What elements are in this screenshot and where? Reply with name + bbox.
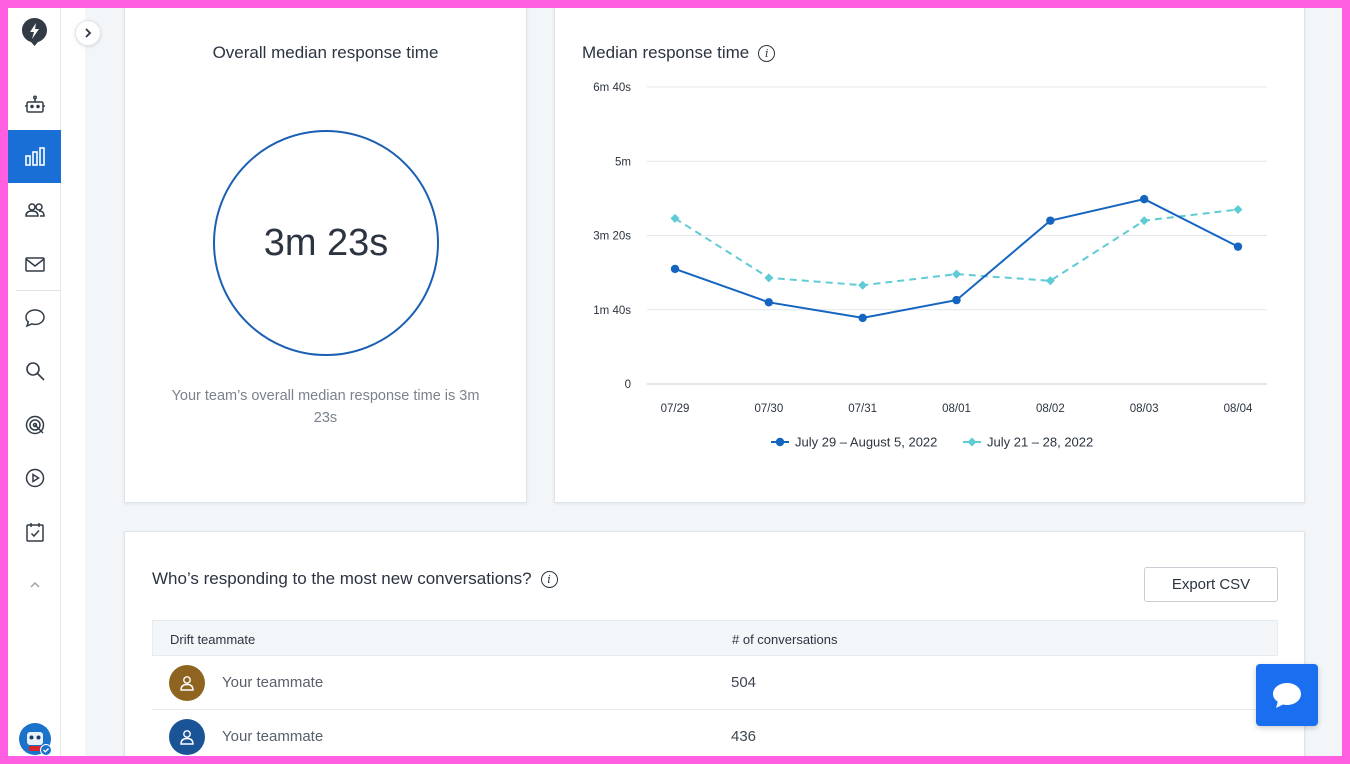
reports-icon xyxy=(24,146,45,166)
sidebar-divider xyxy=(16,290,61,291)
chat-icon xyxy=(24,308,45,327)
avatar xyxy=(169,665,205,701)
expand-sidebar-button[interactable] xyxy=(75,20,101,46)
chat-launcher-button[interactable] xyxy=(1256,664,1318,726)
data-point xyxy=(858,313,867,323)
table-row[interactable]: Your teammate 436 xyxy=(152,710,1278,756)
x-tick-label: 07/30 xyxy=(754,403,783,415)
contacts-icon xyxy=(24,202,45,217)
x-tick-label: 07/29 xyxy=(661,403,690,415)
data-point xyxy=(670,213,680,223)
legend-label: July 29 – August 5, 2022 xyxy=(795,435,937,450)
chevron-right-icon xyxy=(85,28,92,38)
person-icon xyxy=(180,676,194,691)
column-header-conversations[interactable]: # of conversations xyxy=(732,632,838,647)
sidebar-item-reports[interactable] xyxy=(8,130,61,183)
median-chart-card: Median response time i 6m 40s 5m 3m 20s 1m … xyxy=(554,8,1305,503)
responders-header: Who’s responding to the most new convers… xyxy=(152,569,558,589)
column-header-teammate[interactable]: Drift teammate xyxy=(170,632,256,647)
x-tick-label: 07/31 xyxy=(848,403,877,415)
y-tick-label: 3m 20s xyxy=(593,231,631,243)
sidebar-item-email[interactable] xyxy=(8,237,61,290)
median-ring: 3m 23s xyxy=(213,130,439,356)
legend-label: July 21 – 28, 2022 xyxy=(987,435,1093,450)
sidebar xyxy=(8,8,61,756)
x-tick-label: 08/03 xyxy=(1130,403,1159,415)
data-point xyxy=(670,264,680,274)
chevron-up-icon xyxy=(29,581,40,588)
sidebar-item-targeting[interactable] xyxy=(8,398,61,451)
video-icon xyxy=(25,468,44,487)
info-icon[interactable]: i xyxy=(758,44,776,62)
sidebar-gutter xyxy=(61,8,85,756)
sidebar-collapse-toggle[interactable] xyxy=(8,558,61,611)
responders-card: Who’s responding to the most new convers… xyxy=(124,531,1305,756)
conversation-count: 436 xyxy=(731,728,757,745)
drift-logo-icon[interactable] xyxy=(22,18,47,46)
conversation-count: 504 xyxy=(731,674,757,691)
x-tick-label: 08/01 xyxy=(942,403,971,415)
median-chart-header: Median response time i xyxy=(582,43,776,63)
data-point xyxy=(1233,242,1243,251)
bot-icon xyxy=(24,95,45,113)
target-icon xyxy=(25,415,44,434)
legend-marker xyxy=(775,437,785,447)
x-tick-label: 08/04 xyxy=(1224,403,1253,415)
data-point xyxy=(764,273,774,283)
overall-median-title: Overall median response time xyxy=(212,43,439,62)
data-point xyxy=(952,295,961,305)
data-point xyxy=(1139,216,1149,226)
data-point xyxy=(1045,276,1055,286)
median-line-chart: 6m 40s 5m 3m 20s 1m 40s 0 07/29 07/30 07/31 08/0… xyxy=(593,82,1267,450)
data-point xyxy=(858,280,868,290)
data-point xyxy=(1233,205,1243,215)
info-icon[interactable]: i xyxy=(540,570,558,588)
calendar-check-icon xyxy=(25,522,44,542)
avatar xyxy=(169,719,205,755)
data-point xyxy=(1139,194,1149,204)
responders-title: Who’s responding to the most new convers… xyxy=(152,569,532,588)
sidebar-item-contacts[interactable] xyxy=(8,183,61,236)
median-chart-title: Median response time xyxy=(582,43,750,62)
x-tick-label: 08/02 xyxy=(1036,403,1065,415)
overall-median-value: 3m 23s xyxy=(263,221,389,264)
table-header: Drift teammate # of conversations xyxy=(152,620,1278,656)
app-frame: Overall median response time 3m 23s Your… xyxy=(8,8,1342,756)
legend-marker xyxy=(967,437,977,447)
chat-bubble-icon xyxy=(1273,683,1301,708)
user-avatar-icon[interactable] xyxy=(18,722,52,756)
export-csv-button[interactable]: Export CSV xyxy=(1144,567,1278,602)
y-tick-label: 0 xyxy=(625,379,631,391)
overall-median-description: Your team’s overall median response time… xyxy=(171,388,480,426)
sidebar-item-conversations[interactable] xyxy=(8,291,61,344)
teammate-name: Your teammate xyxy=(222,728,324,745)
sidebar-item-meetings[interactable] xyxy=(8,505,61,558)
sidebar-item-bots[interactable] xyxy=(8,78,61,131)
y-tick-label: 5m xyxy=(615,156,631,168)
y-tick-label: 1m 40s xyxy=(593,305,631,317)
data-point xyxy=(1046,216,1055,225)
search-icon xyxy=(25,361,45,381)
teammate-name: Your teammate xyxy=(222,674,324,691)
person-icon xyxy=(180,730,194,745)
overall-median-card: Overall median response time 3m 23s Your… xyxy=(124,8,527,503)
data-point xyxy=(764,298,774,307)
sidebar-item-search[interactable] xyxy=(8,344,61,397)
data-point xyxy=(952,269,961,279)
y-tick-label: 6m 40s xyxy=(593,82,631,94)
email-icon xyxy=(24,256,45,272)
table-row[interactable]: Your teammate 504 xyxy=(152,656,1278,710)
sidebar-item-video[interactable] xyxy=(8,451,61,504)
responders-table: Drift teammate # of conversations Your t… xyxy=(152,620,1278,756)
